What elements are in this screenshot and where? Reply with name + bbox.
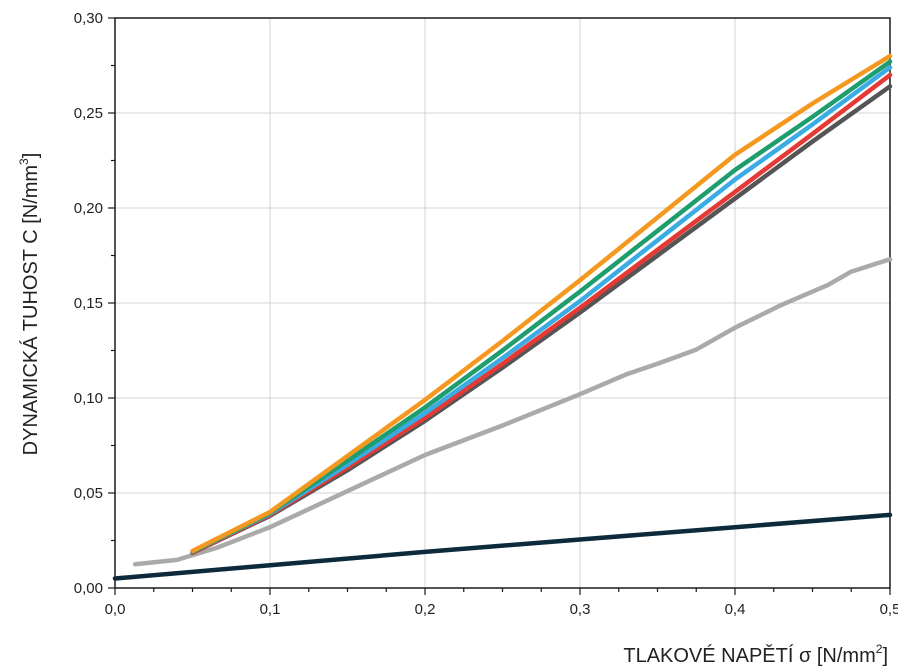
x-tick-label: 0,1	[260, 601, 281, 618]
axis-ticks: 0,0 0,1 0,2 0,3 0,4 0,5 0,00 0,05 0,10 0,15 0,20 0,…	[74, 10, 898, 618]
series-lines	[112, 53, 893, 581]
y-axis-title-main: DYNAMICKÁ TUHOST C [N/mm	[19, 165, 42, 455]
y-axis-title: DYNAMICKÁ TUHOST C [N/mm3]	[17, 153, 42, 456]
y-axis-title-end: ]	[20, 153, 42, 159]
series-line-5	[190, 59, 893, 555]
x-tick-label: 0,0	[105, 601, 126, 618]
series-line-6	[190, 53, 893, 554]
y-tick-label: 0,25	[74, 105, 103, 122]
y-tick-label: 0,00	[74, 580, 103, 597]
x-axis-title-end: ]	[882, 645, 888, 667]
x-tick-label: 0,2	[415, 601, 436, 618]
x-axis-title-main: TLAKOVÉ NAPĚTÍ σ [N/mm	[623, 644, 875, 667]
series-line-7	[112, 512, 893, 581]
series-line-1	[132, 257, 893, 567]
y-tick-label: 0,20	[74, 200, 103, 217]
y-tick-label: 0,10	[74, 390, 103, 407]
y-tick-label: 0,05	[74, 485, 103, 502]
x-tick-label: 0,5	[880, 601, 898, 618]
x-axis-title: TLAKOVÉ NAPĚTÍ σ [N/mm2]	[623, 642, 888, 667]
y-tick-label: 0,15	[74, 295, 103, 312]
grid	[115, 18, 890, 588]
y-axis-title-superscript: 3	[17, 158, 31, 165]
x-axis-title-superscript: 2	[876, 642, 883, 656]
y-tick-label: 0,30	[74, 10, 103, 27]
x-tick-label: 0,4	[725, 601, 746, 618]
x-tick-label: 0,3	[570, 601, 591, 618]
